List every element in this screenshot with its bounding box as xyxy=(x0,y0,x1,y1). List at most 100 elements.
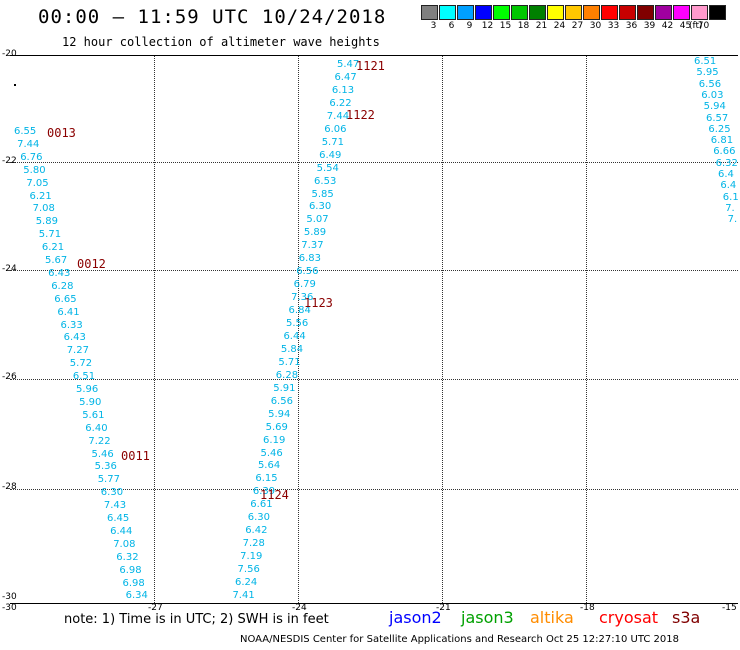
grid-line-lon xyxy=(154,56,155,603)
wave-height-value: 5.89 xyxy=(35,216,58,228)
legend-swatch xyxy=(619,5,636,20)
pass-time-label: 1124 xyxy=(260,488,289,502)
wave-height-value: 5.64 xyxy=(257,460,281,472)
wave-height-value: 5.54 xyxy=(316,162,339,174)
legend-label: 15 xyxy=(499,21,512,31)
lat-tick-label: -24 xyxy=(2,264,17,274)
lat-tick-label: -26 xyxy=(2,372,17,382)
satellite-legend-jason2: jason2 xyxy=(389,608,442,627)
wave-height-value: 7.44 xyxy=(17,138,40,150)
wave-height-value: 6.06 xyxy=(324,123,347,135)
wave-height-value: 7.43 xyxy=(103,500,127,512)
wave-height-value: 6.56 xyxy=(698,78,722,90)
wave-height-value: 6.81 xyxy=(710,135,734,147)
footer-note: note: 1) Time is in UTC; 2) SWH is in fe… xyxy=(64,612,329,627)
lon-tick-label: -21 xyxy=(436,603,451,613)
wave-height-value: 6.47 xyxy=(334,71,357,83)
legend-label: 27 xyxy=(571,21,584,31)
wave-height-value: 6.13 xyxy=(331,84,355,96)
lon-tick-label: -18 xyxy=(580,603,595,613)
wave-height-value: 6.25 xyxy=(708,123,731,135)
wave-height-value: 6.22 xyxy=(329,97,352,109)
wave-height-value: 5.89 xyxy=(303,227,327,239)
map-point-marker xyxy=(14,84,16,86)
wave-height-value: 7.37 xyxy=(301,240,324,252)
wave-height-value: 6.28 xyxy=(51,280,74,292)
wave-height-value: 5.07 xyxy=(306,214,329,226)
lat-tick-label: -20 xyxy=(2,49,17,59)
wave-height-value: 6.4 xyxy=(720,180,737,192)
wave-height-value: 5.69 xyxy=(265,421,288,433)
wave-height-value: 7.41 xyxy=(232,589,255,601)
wave-height-value: 6.53 xyxy=(314,175,337,187)
lat-tick-label: -30 xyxy=(2,592,17,602)
wave-height-value: 6.65 xyxy=(54,293,77,305)
lon-tick-label: -24 xyxy=(292,603,307,613)
legend-label: 18 xyxy=(517,21,530,31)
wave-height-value: 6.51 xyxy=(694,56,717,67)
wave-height-value: 6.4 xyxy=(718,169,734,180)
wave-height-value: 6.1 xyxy=(722,191,738,203)
pass-time-label: 0012 xyxy=(77,257,106,271)
legend-swatch xyxy=(547,5,564,20)
wave-height-value: 7.22 xyxy=(88,435,111,447)
lon-tick-label: -27 xyxy=(148,603,163,613)
wave-height-value: 7.08 xyxy=(32,203,55,215)
map-subtitle: 12 hour collection of altimeter wave hei… xyxy=(62,35,380,49)
wave-height-value: 5.72 xyxy=(69,358,93,370)
wave-height-value: 6.39 xyxy=(252,486,276,498)
satellite-legend-s3a: s3a xyxy=(672,608,701,627)
legend-swatch xyxy=(457,5,474,20)
wave-height-value: 5.46 xyxy=(260,447,283,459)
wave-height-value: 6.76 xyxy=(20,151,43,163)
legend-swatch xyxy=(493,5,510,20)
legend-swatch xyxy=(439,5,456,20)
satellite-legend-cryosat: cryosat xyxy=(599,608,659,627)
legend-label: 6 xyxy=(448,21,455,31)
legend-swatch xyxy=(583,5,600,20)
grid-line-lat xyxy=(10,270,738,271)
legend-label: 12 xyxy=(481,21,494,31)
satellite-legend-altika: altika xyxy=(530,608,574,627)
wave-height-value: 5.61 xyxy=(82,409,105,421)
wave-height-value: 5.71 xyxy=(321,136,344,148)
legend-label: 30 xyxy=(589,21,602,31)
satellite-legend-jason3: jason3 xyxy=(461,608,514,627)
wave-height-value: 6.30 xyxy=(247,512,271,524)
legend-swatch xyxy=(673,5,690,20)
wave-height-value: 6.15 xyxy=(255,473,278,485)
legend-swatch xyxy=(691,5,708,20)
wave-height-value: 6.61 xyxy=(250,499,273,511)
wave-height-value: 5.85 xyxy=(311,188,334,200)
wave-height-value: 7.28 xyxy=(242,538,265,550)
wave-height-value: 7.56 xyxy=(237,564,260,576)
wave-height-value: 5.77 xyxy=(97,474,120,486)
legend-swatch xyxy=(475,5,492,20)
wave-height-value: 7.19 xyxy=(240,551,263,563)
wave-height-value: 7. xyxy=(727,214,738,226)
legend-label: 42 xyxy=(661,21,674,31)
wave-height-value: 6.32 xyxy=(715,157,738,169)
wave-height-value: 6.28 xyxy=(275,369,299,381)
lon-tick-label: -30 xyxy=(2,603,17,613)
wave-height-value: 6.44 xyxy=(110,525,133,537)
legend-label: 45 xyxy=(679,21,692,31)
wave-height-value: 6.30 xyxy=(308,201,332,213)
wave-height-value: 6.34 xyxy=(125,590,148,602)
legend-swatch xyxy=(637,5,654,20)
wave-height-value: 5.95 xyxy=(696,67,719,79)
legend-units: (ft) xyxy=(689,21,703,31)
wave-height-value: 5.47 xyxy=(337,59,360,70)
grid-line-lat xyxy=(10,379,738,380)
wave-height-value: 5.91 xyxy=(273,382,296,394)
wave-height-value: 6.44 xyxy=(283,330,306,342)
lat-tick-label: -22 xyxy=(2,156,17,166)
pass-time-label: 1121 xyxy=(356,59,385,73)
legend-label: 39 xyxy=(643,21,656,31)
wave-height-value: 6.84 xyxy=(288,305,311,317)
legend-swatch xyxy=(511,5,528,20)
wave-height-value: 6.83 xyxy=(298,253,322,265)
wave-height-value: 5.71 xyxy=(38,229,62,241)
legend-swatch xyxy=(421,5,438,20)
wave-height-value: 6.21 xyxy=(29,190,52,202)
